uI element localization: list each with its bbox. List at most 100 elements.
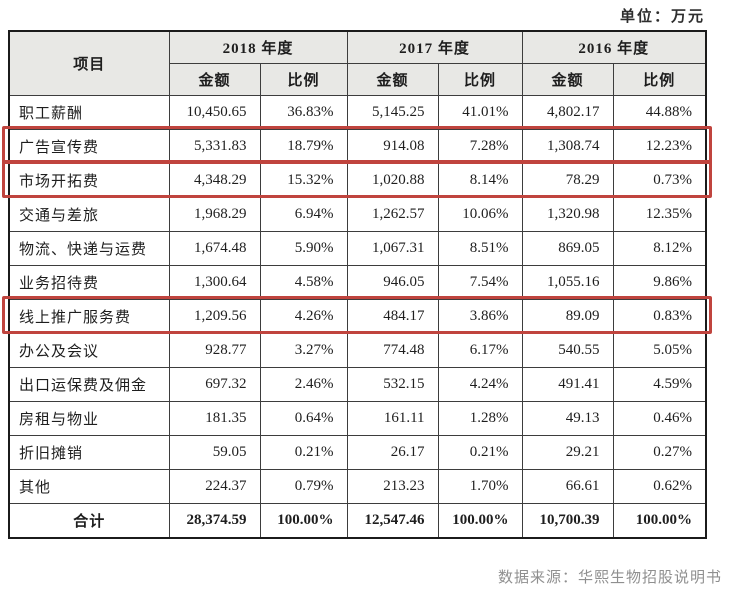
header-row-years: 项目 2018 年度 2017 年度 2016 年度 [8, 30, 707, 96]
row-item-label: 广告宣传费 [8, 128, 170, 164]
amount-cell: 869.05 [521, 230, 614, 266]
ratio-cell: 18.79% [259, 128, 348, 164]
table-row: 办公及会议 928.77 3.27% 774.48 6.17% 540.55 5.05% [8, 332, 707, 368]
col-header-amount-2017: 金额 [346, 62, 439, 96]
table-row: 房租与物业 181.35 0.64% 161.11 1.28% 49.13 0.46% [8, 400, 707, 436]
table-row: 物流、快递与运费 1,674.48 5.90% 1,067.31 8.51% 869.05… [8, 230, 707, 266]
ratio-cell: 0.21% [437, 434, 523, 470]
table-row: 业务招待费 1,300.64 4.58% 946.05 7.54% 1,055.16 9.8… [8, 264, 707, 300]
col-header-ratio-2018: 比例 [259, 62, 348, 96]
expense-table: 项目 2018 年度 2017 年度 2016 年度 金额 比例 金额 比例 金… [8, 30, 708, 539]
total-amount-cell: 28,374.59 [168, 502, 261, 539]
table-row: 线上推广服务费 1,209.56 4.26% 484.17 3.86% 89.09 0.83… [8, 298, 707, 334]
table-body: 职工薪酬 10,450.65 36.83% 5,145.25 41.01% 4,802.1… [8, 94, 707, 539]
row-item-label: 房租与物业 [8, 400, 170, 436]
amount-cell: 5,145.25 [346, 94, 439, 130]
amount-cell: 78.29 [521, 162, 614, 198]
total-label: 合计 [8, 502, 170, 539]
ratio-cell: 15.32% [259, 162, 348, 198]
total-ratio-cell: 100.00% [612, 502, 707, 539]
table-row: 交通与差旅 1,968.29 6.94% 1,262.57 10.06% 1,320.98… [8, 196, 707, 232]
row-item-label: 办公及会议 [8, 332, 170, 368]
amount-cell: 1,968.29 [168, 196, 261, 232]
amount-cell: 59.05 [168, 434, 261, 470]
table-row: 市场开拓费 4,348.29 15.32% 1,020.88 8.14% 78.29 0.7… [8, 162, 707, 198]
ratio-cell: 0.83% [612, 298, 707, 334]
table-header: 项目 2018 年度 2017 年度 2016 年度 金额 比例 金额 比例 金… [8, 30, 707, 96]
row-item-label: 其他 [8, 468, 170, 504]
amount-cell: 49.13 [521, 400, 614, 436]
amount-cell: 89.09 [521, 298, 614, 334]
amount-cell: 5,331.83 [168, 128, 261, 164]
col-header-ratio-2016: 比例 [612, 62, 707, 96]
ratio-cell: 4.59% [612, 366, 707, 402]
ratio-cell: 7.28% [437, 128, 523, 164]
amount-cell: 1,020.88 [346, 162, 439, 198]
total-amount-cell: 12,547.46 [346, 502, 439, 539]
amount-cell: 1,055.16 [521, 264, 614, 300]
ratio-cell: 4.26% [259, 298, 348, 334]
ratio-cell: 12.23% [612, 128, 707, 164]
ratio-cell: 0.62% [612, 468, 707, 504]
amount-cell: 1,308.74 [521, 128, 614, 164]
col-header-amount-2016: 金额 [521, 62, 614, 96]
ratio-cell: 0.64% [259, 400, 348, 436]
ratio-cell: 3.86% [437, 298, 523, 334]
amount-cell: 66.61 [521, 468, 614, 504]
amount-cell: 1,674.48 [168, 230, 261, 266]
ratio-cell: 6.17% [437, 332, 523, 368]
expense-table-wrap: 项目 2018 年度 2017 年度 2016 年度 金额 比例 金额 比例 金… [2, 30, 712, 539]
amount-cell: 491.41 [521, 366, 614, 402]
col-header-item: 项目 [8, 30, 170, 96]
amount-cell: 1,209.56 [168, 298, 261, 334]
amount-cell: 4,348.29 [168, 162, 261, 198]
amount-cell: 26.17 [346, 434, 439, 470]
amount-cell: 1,320.98 [521, 196, 614, 232]
amount-cell: 774.48 [346, 332, 439, 368]
ratio-cell: 0.46% [612, 400, 707, 436]
table-row: 职工薪酬 10,450.65 36.83% 5,145.25 41.01% 4,802.1… [8, 94, 707, 130]
ratio-cell: 1.28% [437, 400, 523, 436]
table-row: 其他 224.37 0.79% 213.23 1.70% 66.61 0.62% [8, 468, 707, 504]
amount-cell: 484.17 [346, 298, 439, 334]
amount-cell: 532.15 [346, 366, 439, 402]
amount-cell: 946.05 [346, 264, 439, 300]
amount-cell: 29.21 [521, 434, 614, 470]
table-total-row: 合计 28,374.59 100.00% 12,547.46 100.00% 10,700… [8, 502, 707, 539]
col-header-ratio-2017: 比例 [437, 62, 523, 96]
ratio-cell: 44.88% [612, 94, 707, 130]
ratio-cell: 5.05% [612, 332, 707, 368]
ratio-cell: 0.73% [612, 162, 707, 198]
amount-cell: 213.23 [346, 468, 439, 504]
ratio-cell: 0.79% [259, 468, 348, 504]
amount-cell: 4,802.17 [521, 94, 614, 130]
amount-cell: 224.37 [168, 468, 261, 504]
table-row: 广告宣传费 5,331.83 18.79% 914.08 7.28% 1,308.74 12… [8, 128, 707, 164]
ratio-cell: 2.46% [259, 366, 348, 402]
row-item-label: 物流、快递与运费 [8, 230, 170, 266]
amount-cell: 161.11 [346, 400, 439, 436]
ratio-cell: 5.90% [259, 230, 348, 266]
ratio-cell: 41.01% [437, 94, 523, 130]
row-item-label: 折旧摊销 [8, 434, 170, 470]
total-ratio-cell: 100.00% [259, 502, 348, 539]
ratio-cell: 12.35% [612, 196, 707, 232]
amount-cell: 697.32 [168, 366, 261, 402]
total-ratio-cell: 100.00% [437, 502, 523, 539]
amount-cell: 540.55 [521, 332, 614, 368]
ratio-cell: 1.70% [437, 468, 523, 504]
row-item-label: 交通与差旅 [8, 196, 170, 232]
col-header-year-2016: 2016 年度 [521, 30, 707, 64]
col-header-year-2017: 2017 年度 [346, 30, 523, 64]
row-item-label: 业务招待费 [8, 264, 170, 300]
col-header-amount-2018: 金额 [168, 62, 261, 96]
ratio-cell: 4.58% [259, 264, 348, 300]
ratio-cell: 7.54% [437, 264, 523, 300]
row-item-label: 线上推广服务费 [8, 298, 170, 334]
amount-cell: 914.08 [346, 128, 439, 164]
col-header-year-2018: 2018 年度 [168, 30, 348, 64]
amount-cell: 10,450.65 [168, 94, 261, 130]
amount-cell: 1,300.64 [168, 264, 261, 300]
ratio-cell: 4.24% [437, 366, 523, 402]
